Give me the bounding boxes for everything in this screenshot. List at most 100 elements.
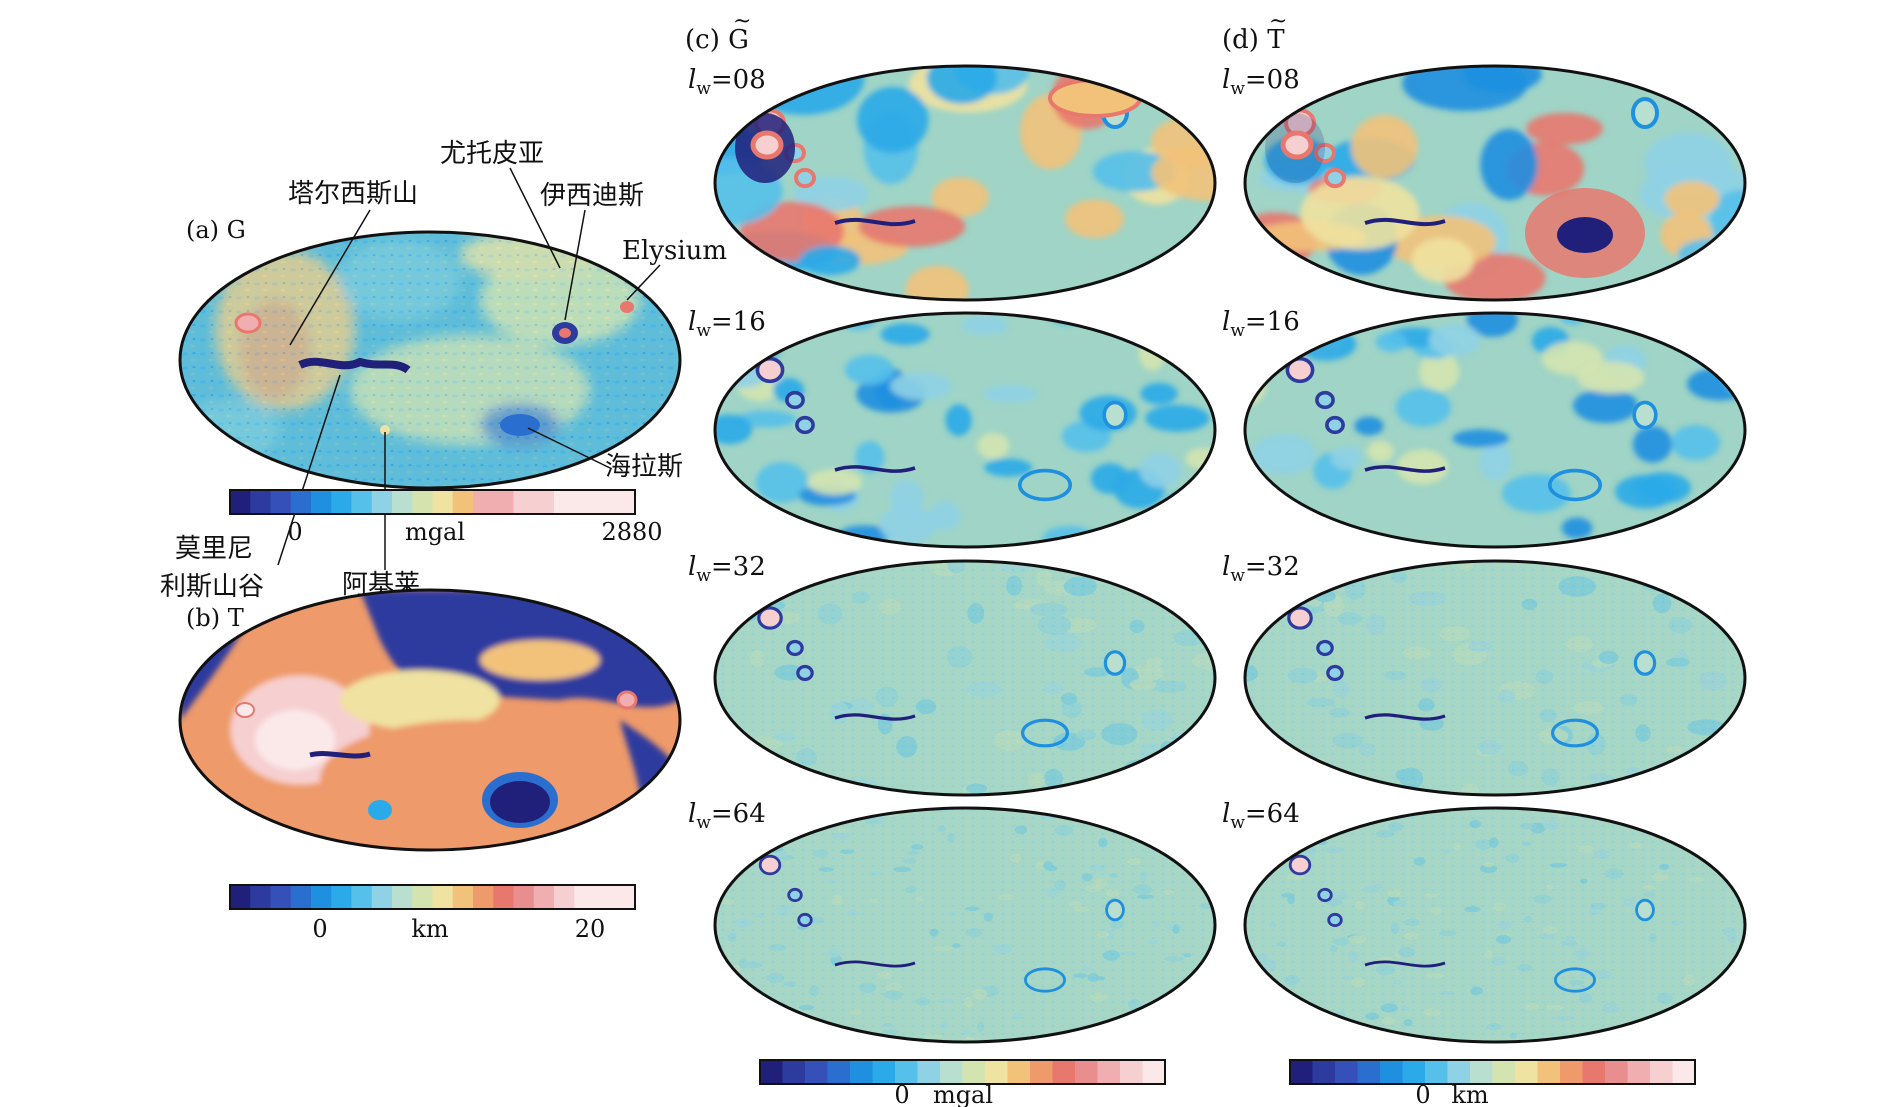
colorbar-d: [1289, 1059, 1696, 1085]
bandwidth-label-d3: lw=32: [1222, 552, 1300, 586]
annotation-tharsis: 塔尔西斯山: [288, 179, 418, 209]
colorbar-d-swatch: [1560, 1060, 1583, 1084]
colorbar-c-swatch: [1052, 1060, 1076, 1084]
colorbar-a-swatch: [432, 490, 454, 514]
colorbar-a-frame: [229, 489, 636, 515]
colorbar-b-swatch: [290, 885, 312, 909]
panel-a-map: [178, 230, 682, 490]
colorbar-d-swatch: [1605, 1060, 1628, 1084]
colorbar-b-swatch: [473, 885, 494, 909]
colorbar-b-swatch: [533, 885, 555, 909]
colorbar-a-swatch: [392, 490, 413, 514]
colorbar-c-swatch: [872, 1060, 896, 1084]
colorbar-a-swatch: [473, 490, 494, 514]
colorbar-a-swatch: [270, 490, 292, 514]
map-c-row3: lw=32: [688, 552, 1217, 797]
colorbar-d-swatch: [1537, 1060, 1561, 1084]
map-outline: [1243, 64, 1747, 302]
colorbar-a-swatch: [513, 490, 535, 514]
colorbar-b-swatch: [270, 885, 292, 909]
colorbar-b-swatch: [493, 885, 514, 909]
colorbar-a-swatch: [230, 490, 251, 514]
colorbar-b-swatch: [230, 885, 251, 909]
colorbar-b-swatch: [250, 885, 271, 909]
colorbar-c-swatch: [1120, 1060, 1143, 1084]
colorbar-c-swatch: [1142, 1060, 1166, 1084]
colorbar-a-swatch: [250, 490, 271, 514]
colorbar-c-min: 0: [894, 1081, 909, 1107]
map-outline: [1243, 806, 1747, 1044]
colorbar-a-swatch: [452, 490, 474, 514]
annotation-utopia: 尤托皮亚: [440, 139, 544, 169]
colorbar-b-swatch: [554, 885, 575, 909]
colorbar-a-min: 0: [287, 518, 302, 546]
bandwidth-label-c3: lw=32: [688, 552, 766, 586]
colorbar-d-frame: [1289, 1059, 1696, 1085]
colorbar-b-min: 0: [312, 915, 327, 943]
colorbar-b-swatch: [371, 885, 393, 909]
colorbar-b-swatch: [614, 885, 636, 909]
map-outline: [1243, 311, 1747, 549]
colorbar-c-frame: [759, 1059, 1166, 1085]
colorbar-d-swatch: [1380, 1060, 1403, 1084]
colorbar-b-swatch: [594, 885, 616, 909]
colorbar-b-swatch: [311, 885, 332, 909]
map-outline: [1243, 559, 1747, 797]
colorbar-c-swatch: [782, 1060, 806, 1084]
colorbar-d-swatch: [1650, 1060, 1673, 1084]
colorbar-d-swatch: [1312, 1060, 1336, 1084]
map-d-row3: lw=32: [1222, 552, 1747, 797]
panel-b-map: [178, 588, 682, 852]
colorbar-c-swatch: [940, 1060, 963, 1084]
colorbar-d-swatch: [1582, 1060, 1606, 1084]
panel-c-label: (c) G ~: [685, 9, 751, 55]
map-d-row2: lw=16: [1222, 307, 1747, 549]
colorbar-b-swatch: [412, 885, 433, 909]
colorbar-b-swatch: [513, 885, 535, 909]
colorbar-d-swatch: [1290, 1060, 1313, 1084]
colorbar-a-swatch: [533, 490, 555, 514]
colorbar-c-swatch: [760, 1060, 783, 1084]
colorbar-c-swatch: [805, 1060, 828, 1084]
map-outline: [713, 64, 1217, 302]
annotation-valles-line1: 莫里尼: [175, 534, 253, 564]
annotation-hellas: 海拉斯: [605, 452, 683, 482]
colorbar-c: [759, 1059, 1166, 1085]
colorbar-a-swatch: [412, 490, 433, 514]
colorbar-c-swatch: [895, 1060, 918, 1084]
colorbar-a-swatch: [371, 490, 393, 514]
panel-d-tilde: ~: [1269, 9, 1287, 34]
colorbar-b-swatch: [574, 885, 595, 909]
annotation-isidis: 伊西迪斯: [540, 181, 644, 211]
colorbar-c-swatch: [917, 1060, 941, 1084]
bandwidth-label-d2: lw=16: [1222, 307, 1300, 341]
colorbar-c-unit: mgal: [933, 1081, 993, 1107]
annotation-elysium: Elysium: [622, 236, 727, 266]
colorbar-b-max: 20: [575, 915, 606, 943]
panel-d-label: (d) T ~: [1222, 9, 1287, 55]
colorbar-d-swatch: [1447, 1060, 1471, 1084]
colorbar-d-swatch: [1335, 1060, 1358, 1084]
colorbar-d-swatch: [1357, 1060, 1381, 1084]
map-d-row1: lw=08: [1222, 64, 1747, 302]
colorbar-c-swatch: [1075, 1060, 1098, 1084]
svg-text:(d) T: (d) T: [1222, 25, 1285, 55]
panel-c-prefix: (c): [685, 25, 728, 55]
colorbar-b-frame: [229, 884, 636, 910]
colorbar-c-swatch: [827, 1060, 851, 1084]
colorbar-d-swatch: [1627, 1060, 1651, 1084]
panel-c-tilde: ~: [733, 9, 751, 34]
colorbar-a-max: 2880: [601, 518, 662, 546]
filtered-maps: lw=08 lw=08 lw=16 lw=16 lw=32 lw=32 lw=64 lw=64: [688, 64, 1747, 1044]
panel-d-symbol: T: [1267, 25, 1285, 55]
colorbar-d-swatch: [1492, 1060, 1516, 1084]
colorbar-d-swatch: [1425, 1060, 1448, 1084]
colorbar-a-swatch: [614, 490, 636, 514]
colorbar-d-min: 0: [1415, 1081, 1430, 1107]
map-d-row4: lw=64: [1222, 799, 1747, 1044]
colorbar-b-swatch: [331, 885, 352, 909]
colorbar-c-swatch: [1007, 1060, 1031, 1084]
colorbar-a-swatch: [554, 490, 575, 514]
colorbar-c-swatch: [1097, 1060, 1121, 1084]
